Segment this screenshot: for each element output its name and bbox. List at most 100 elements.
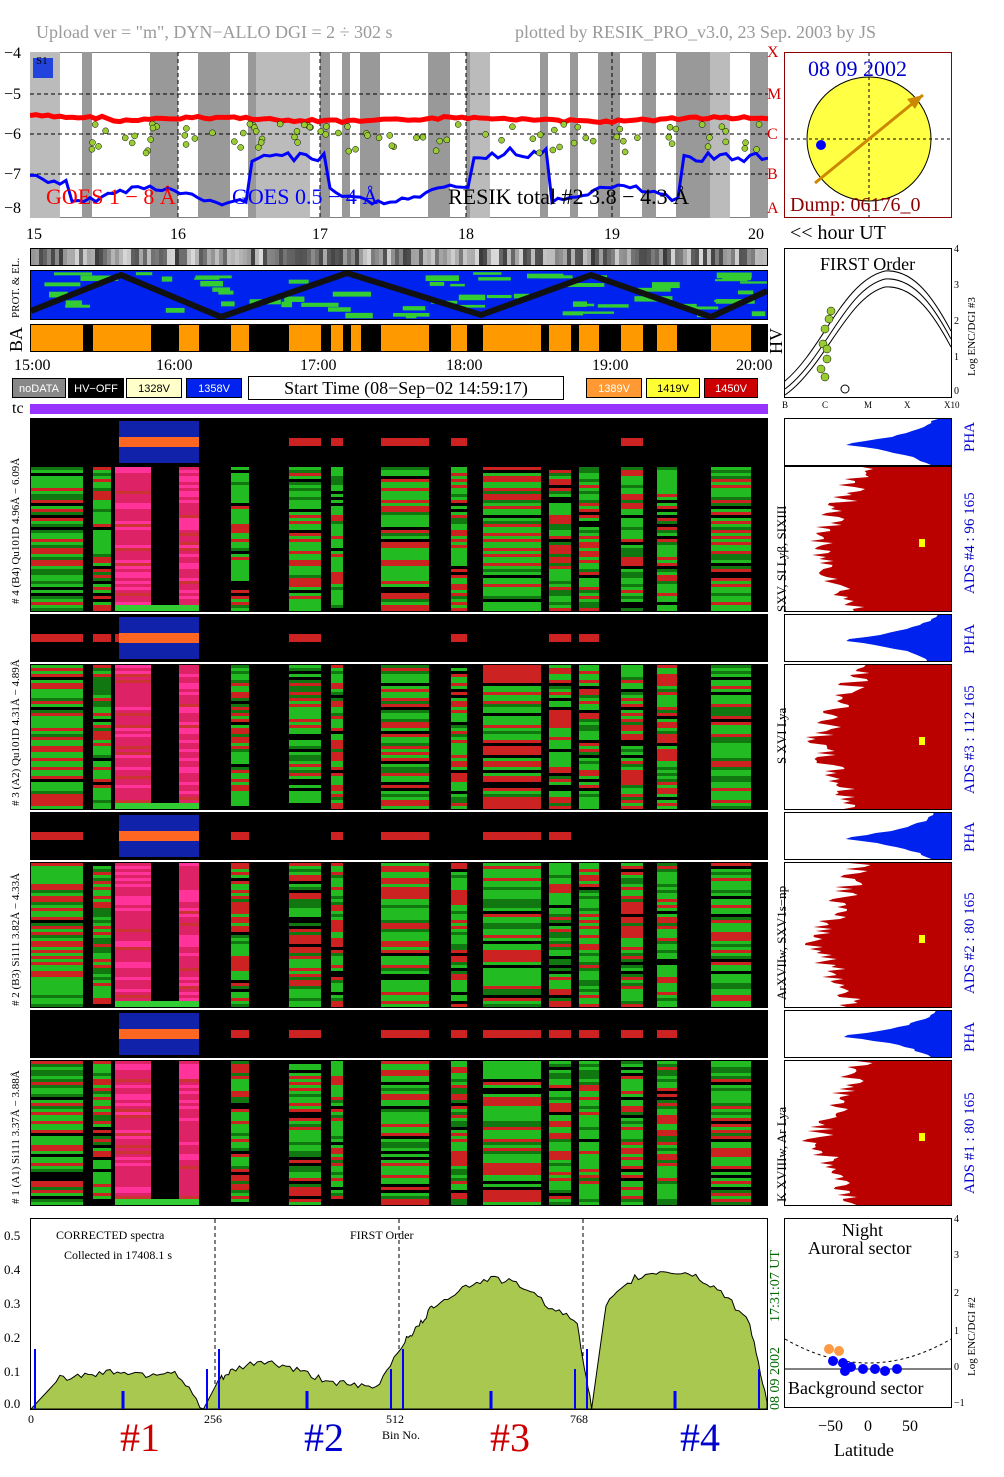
pha-band [231, 1030, 249, 1038]
ba-cell [697, 325, 699, 351]
spectrogram-row [711, 956, 751, 959]
spectrogram-row [231, 479, 249, 482]
ba-cell [313, 325, 315, 351]
spectrogram-row [381, 890, 429, 893]
ba-cell [565, 325, 567, 351]
spectrogram-row [579, 755, 599, 758]
spectrogram-row [381, 938, 429, 941]
spectrogram-row [657, 941, 677, 944]
spectrogram-row [483, 1199, 541, 1202]
spectrogram-row [231, 722, 249, 725]
spectrogram-row [451, 1193, 467, 1196]
spectrogram-row [179, 557, 199, 560]
spectrogram-row [451, 872, 467, 875]
ba-cell [371, 325, 373, 351]
spectrogram-row [381, 800, 429, 803]
ba-cell [425, 325, 427, 351]
spectrogram-row [289, 1073, 321, 1076]
spectrogram-row [711, 1127, 751, 1130]
spectrogram-row [621, 1196, 643, 1199]
spectrogram-row [289, 722, 321, 725]
spectrogram-row [31, 749, 83, 752]
ads-histogram-area [809, 467, 951, 611]
spectrogram-row [711, 1142, 751, 1145]
spectrogram-row [657, 947, 677, 950]
spectrogram-row [483, 971, 541, 974]
spectrogram-row [621, 1172, 643, 1175]
spectrogram-row [579, 530, 599, 533]
spectrogram-row [621, 758, 643, 761]
spectrogram-row [31, 872, 83, 875]
spectrogram-row [579, 1151, 599, 1154]
spectrogram-row [711, 968, 751, 971]
spectrogram-row [331, 794, 343, 797]
spectrogram-row [115, 1085, 151, 1088]
ba-cell [499, 325, 501, 351]
ephemeris-cell [759, 249, 763, 265]
ephemeris-cell [243, 249, 247, 265]
spectrogram-row [657, 689, 677, 692]
spectrogram-row [483, 533, 541, 536]
spectrogram-row [115, 983, 151, 986]
spectrogram-row [579, 869, 599, 872]
spectrogram-row [711, 995, 751, 998]
spectrogram-row [451, 893, 467, 896]
ba-cell [119, 325, 121, 351]
spectrogram-row [93, 1064, 111, 1067]
spectrogram-row [579, 989, 599, 992]
spec-ytick-00: 0.0 [4, 1396, 21, 1411]
spectrogram-row [115, 791, 151, 794]
hatched-band [30, 52, 60, 218]
spectrogram-row [621, 467, 643, 470]
spectrogram-row [179, 962, 199, 965]
ba-cell [283, 325, 285, 351]
spectrogram-row [331, 749, 343, 752]
spectrogram-row [115, 770, 151, 773]
spectrogram-row [289, 665, 321, 668]
spectrogram-row [93, 485, 111, 488]
ba-cell [581, 325, 583, 351]
ads-histogram-area [805, 665, 951, 809]
spectrogram-row [179, 572, 199, 575]
spectrogram-row [331, 737, 343, 740]
spectrogram-row [483, 521, 541, 524]
spectrogram-row [549, 719, 571, 722]
spectrogram-row [621, 806, 643, 809]
ba-cell [435, 325, 437, 351]
spectrogram-row [451, 746, 467, 749]
spectrogram-row [331, 941, 343, 944]
spectrogram-row [289, 530, 321, 533]
spectrogram-row [179, 668, 199, 671]
spectrogram-row [483, 599, 541, 602]
ephemeris-cell [371, 249, 375, 265]
spectrogram-row [451, 1148, 467, 1151]
spectrogram-row [331, 1103, 343, 1106]
goes-corner-label: S1 [36, 55, 48, 67]
spectrogram-row [31, 1196, 83, 1199]
spectrogram-row [289, 704, 321, 707]
ba-cell [575, 325, 577, 351]
spectrogram-row [657, 578, 677, 581]
spectrogram-row [621, 1070, 643, 1073]
spectrogram-row [115, 1196, 151, 1199]
spectrogram-row [93, 785, 111, 788]
ads-histogram-plot [809, 467, 951, 611]
spectrogram-row [331, 476, 343, 479]
spectrogram-row [179, 1130, 199, 1133]
ba-cell [685, 325, 687, 351]
resik-point [335, 129, 342, 137]
spectrogram-row [657, 476, 677, 479]
ephemeris-cell [703, 249, 707, 265]
spectrogram-row [549, 467, 571, 470]
lat-ytick-1: 1 [954, 1326, 959, 1337]
spectrogram-row [711, 971, 751, 974]
lat-ylabel: Log ENC/DGI #2 [966, 1297, 978, 1376]
spectrogram-row [289, 1079, 321, 1082]
spectrogram-row [711, 947, 751, 950]
spectrogram-row [331, 1109, 343, 1112]
spectrogram-row [711, 767, 751, 770]
spectrogram-row [93, 512, 111, 515]
spectrogram-row [115, 503, 151, 506]
spectrogram-row [657, 746, 677, 749]
spectrogram-row [711, 512, 751, 515]
